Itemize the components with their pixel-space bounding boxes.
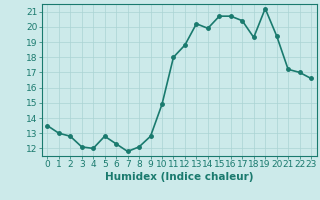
X-axis label: Humidex (Indice chaleur): Humidex (Indice chaleur) bbox=[105, 172, 253, 182]
